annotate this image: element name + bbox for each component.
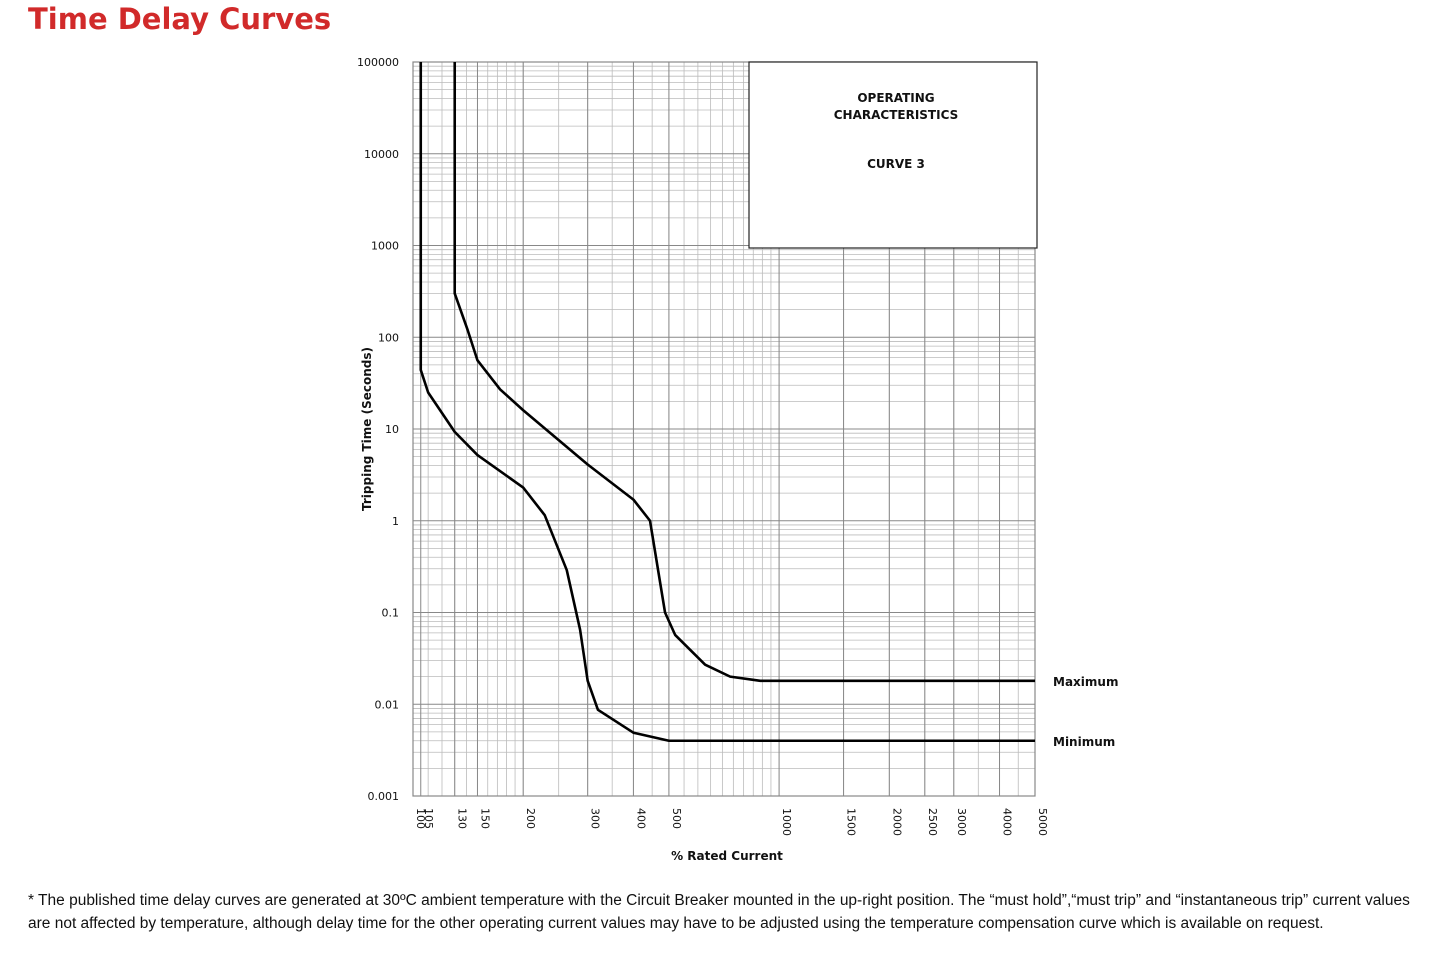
x-tick-label: 1500 (845, 808, 858, 836)
annotation: CHARACTERISTICS (834, 108, 959, 122)
x-tick-label: 1000 (780, 808, 793, 836)
y-tick-label: 10 (385, 423, 399, 436)
x-tick-label: 3000 (955, 808, 968, 836)
y-axis-label: Tripping Time (Seconds) (360, 347, 374, 511)
footnote: * The published time delay curves are ge… (28, 892, 1410, 932)
curve (453, 62, 1035, 683)
x-tick-label: 130 (456, 808, 469, 829)
series-label: Maximum (1053, 675, 1118, 689)
y-tick-label: 10000 (364, 148, 399, 161)
annotation: CURVE 3 (867, 157, 925, 171)
series-label: Minimum (1053, 735, 1115, 749)
annotation-box (748, 61, 1038, 249)
y-tick-label: 0.1 (382, 607, 400, 620)
annotation: OPERATING (857, 91, 934, 105)
x-tick-label: 300 (589, 808, 602, 829)
y-tick-label: 100000 (357, 56, 399, 69)
x-tick-label: 200 (524, 808, 537, 829)
x-tick-label: 2000 (890, 808, 903, 836)
x-tick-label: 4000 (1001, 808, 1014, 836)
curve (419, 62, 1035, 743)
x-tick-label: 500 (670, 808, 683, 829)
x-tick-label: 400 (634, 808, 647, 829)
page-title: Time Delay Curves (28, 2, 332, 36)
x-tick-label: 2500 (926, 808, 939, 836)
y-tick-label: 100 (378, 331, 399, 344)
y-tick-label: 1 (392, 515, 399, 528)
y-tick-label: 0.01 (375, 698, 400, 711)
plot-frame (412, 61, 1036, 797)
y-tick-label: 0.001 (368, 790, 400, 803)
x-axis-label: % Rated Current (671, 849, 783, 863)
y-tick-label: 1000 (371, 240, 399, 253)
x-tick-label: 105 (422, 808, 435, 829)
x-tick-label: 100 (414, 808, 427, 829)
x-tick-label: 150 (478, 808, 491, 829)
x-tick-label: 5000 (1036, 808, 1049, 836)
